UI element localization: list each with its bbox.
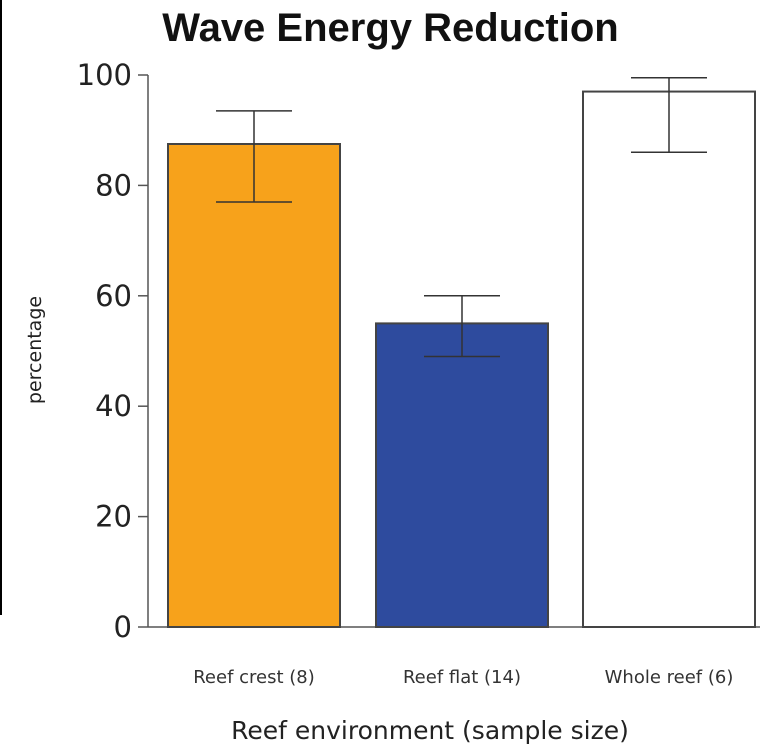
y-tick-label: 40 [95,389,132,423]
y-tick-label: 80 [95,168,132,202]
chart-title: Wave Energy Reduction [162,6,619,50]
x-category-label: Whole reef (6) [605,667,734,688]
x-axis-label: Reef environment (sample size) [231,716,629,745]
bar [582,90,756,628]
y-tick-label: 0 [114,610,132,644]
x-category-label: Reef crest (8) [193,667,315,688]
x-category-label: Reef flat (14) [403,667,521,688]
bar [167,143,341,628]
y-tick-label: 20 [95,500,132,534]
bar [375,322,549,628]
y-tick-label: 100 [77,58,132,92]
y-tick-label: 60 [95,279,132,313]
left-border [0,0,2,615]
